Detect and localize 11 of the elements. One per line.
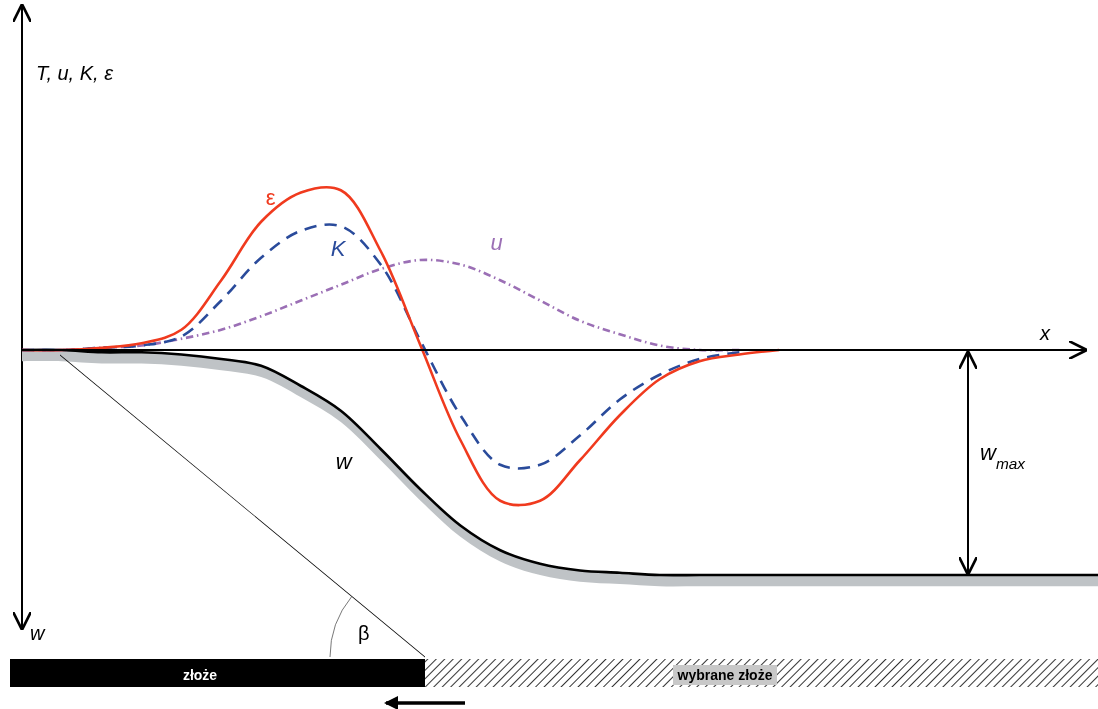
annotation: w$_{max}$ [980,440,1027,472]
text: T, u, K, ε [36,62,115,84]
text: wybrane złoże [676,667,773,683]
series-label: ε [265,185,276,211]
series-label: w [335,449,354,474]
text: β [358,622,370,644]
series-label: K [330,236,347,262]
series-label: u [490,230,503,255]
text: w [30,622,46,644]
text: złoże [182,667,218,683]
x-axis-title: x [1039,322,1051,344]
